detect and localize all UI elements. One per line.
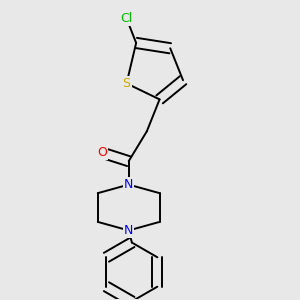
Text: Cl: Cl [120, 12, 133, 25]
Text: S: S [123, 77, 130, 90]
Text: N: N [124, 178, 134, 191]
Text: O: O [97, 146, 107, 159]
Text: N: N [124, 224, 134, 237]
